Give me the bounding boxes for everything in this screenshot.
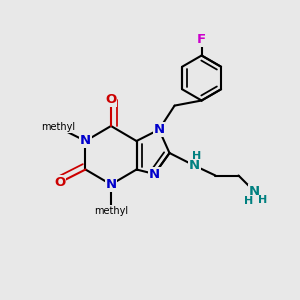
Text: N: N bbox=[153, 123, 165, 136]
Text: methyl: methyl bbox=[94, 206, 128, 216]
Text: H: H bbox=[192, 151, 201, 161]
Text: H: H bbox=[258, 195, 267, 205]
Text: O: O bbox=[54, 176, 66, 189]
Text: F: F bbox=[197, 33, 206, 46]
Text: N: N bbox=[105, 178, 117, 191]
Text: N: N bbox=[249, 185, 260, 198]
Text: methyl: methyl bbox=[41, 122, 76, 133]
Text: O: O bbox=[105, 93, 117, 106]
Text: N: N bbox=[149, 167, 160, 181]
Text: N: N bbox=[80, 134, 91, 148]
Text: N: N bbox=[189, 159, 200, 172]
Text: H: H bbox=[244, 196, 253, 206]
